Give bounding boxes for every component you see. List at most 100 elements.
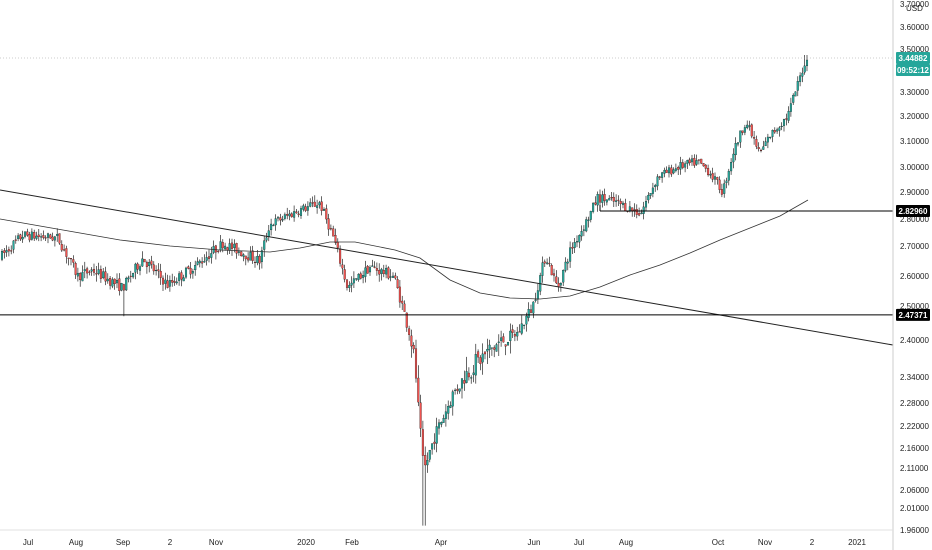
candle-body (194, 265, 197, 271)
candle-body (382, 269, 385, 275)
candle-body (99, 269, 102, 279)
candle-body (129, 275, 132, 277)
candle-body (451, 391, 454, 407)
candle-body (437, 422, 441, 429)
candle-body (585, 219, 588, 232)
currency-label: USD (906, 4, 923, 13)
candle-body (755, 139, 758, 147)
candle-body (53, 236, 56, 241)
y-tick-label: 3.50000 (900, 45, 929, 54)
candle-body (359, 273, 362, 279)
candle-body (171, 280, 174, 283)
time-axis[interactable]: Jul Aug Sep 2 Nov 2020 Feb Apr Jun Jul Aug Oct Nov 2 2… (23, 538, 867, 547)
candle-body (175, 281, 178, 284)
x-tick-label: Apr (435, 538, 448, 547)
candle-body (157, 269, 160, 272)
candle-body (253, 261, 257, 264)
candle-body (49, 234, 52, 239)
candle-body (651, 187, 654, 194)
x-tick-label: Jul (574, 538, 584, 547)
candle-body (394, 275, 397, 279)
candle-body (713, 176, 717, 180)
candle-body (474, 354, 477, 376)
y-tick-label: 2.22000 (900, 422, 929, 431)
candle-body (408, 328, 411, 335)
candle-body (631, 207, 634, 211)
candles-layer (0, 55, 809, 526)
y-tick-label: 2.90000 (900, 188, 929, 197)
candle-body (350, 282, 353, 286)
x-tick-label: Aug (69, 538, 83, 547)
price-axis[interactable]: 3.700003.600003.500003.400003.300003.200… (900, 0, 929, 535)
candle-body (596, 194, 599, 206)
y-tick-label: 2.01000 (900, 504, 929, 513)
candle-body (635, 209, 638, 215)
y-tick-label: 2.70000 (900, 242, 929, 251)
candle-body (730, 162, 733, 172)
candle-body (145, 262, 148, 268)
candle-body (677, 167, 680, 170)
candle-body (444, 411, 447, 419)
candle-body (256, 255, 259, 264)
candle-body (762, 146, 765, 150)
candle-body (168, 280, 171, 287)
candle-body (801, 72, 804, 77)
candle-body (410, 335, 413, 347)
candle-body (511, 329, 514, 333)
candle-body (424, 455, 427, 466)
candle-body (803, 65, 806, 73)
x-tick-label: Sep (116, 538, 131, 547)
candle-body (417, 377, 420, 403)
candle-body (242, 254, 245, 257)
candle-body (235, 243, 238, 254)
candle-body (414, 348, 418, 379)
candle-body (240, 251, 243, 257)
candle-body (33, 232, 36, 239)
candle-body (601, 194, 604, 203)
x-tick-label: Nov (209, 538, 223, 547)
y-tick-label: 2.40000 (900, 336, 929, 345)
candle-body (493, 347, 496, 350)
candle-body (184, 267, 188, 278)
candle-body (580, 231, 583, 237)
candle-body (203, 260, 206, 263)
candle-body (532, 301, 535, 314)
candle-body (69, 258, 73, 260)
candle-body (688, 159, 691, 164)
trendline[interactable] (0, 189, 894, 346)
candle-body (587, 219, 590, 221)
candle-body (799, 75, 802, 82)
candle-body (311, 202, 314, 204)
candle-body (148, 262, 151, 267)
level-badge-lower-text: 2.47371 (899, 311, 928, 320)
candle-body (304, 206, 307, 211)
candle-body (704, 164, 707, 169)
candle-body (566, 261, 569, 264)
candle-body (164, 279, 167, 284)
candle-body (518, 331, 521, 333)
x-tick-label: 2021 (848, 538, 866, 547)
candle-body (272, 225, 275, 227)
candle-body (297, 213, 300, 215)
candle-body (178, 273, 181, 281)
candle-body (403, 303, 406, 312)
candle-body (495, 344, 498, 352)
candle-body (465, 371, 468, 383)
candle-body (14, 239, 17, 241)
candle-body (571, 246, 574, 249)
candle-body (398, 286, 401, 303)
candle-body (552, 273, 556, 276)
candle-body (516, 332, 519, 337)
candle-body (318, 202, 321, 206)
candle-body (79, 272, 82, 281)
candle-body (65, 248, 68, 257)
candle-body (258, 256, 261, 264)
candle-body (28, 234, 31, 241)
candle-body (610, 197, 613, 199)
candle-body (654, 185, 657, 188)
moving-average-line[interactable] (0, 199, 809, 300)
candle-body (644, 201, 648, 208)
candle-body (603, 194, 606, 201)
candle-body (230, 242, 234, 249)
